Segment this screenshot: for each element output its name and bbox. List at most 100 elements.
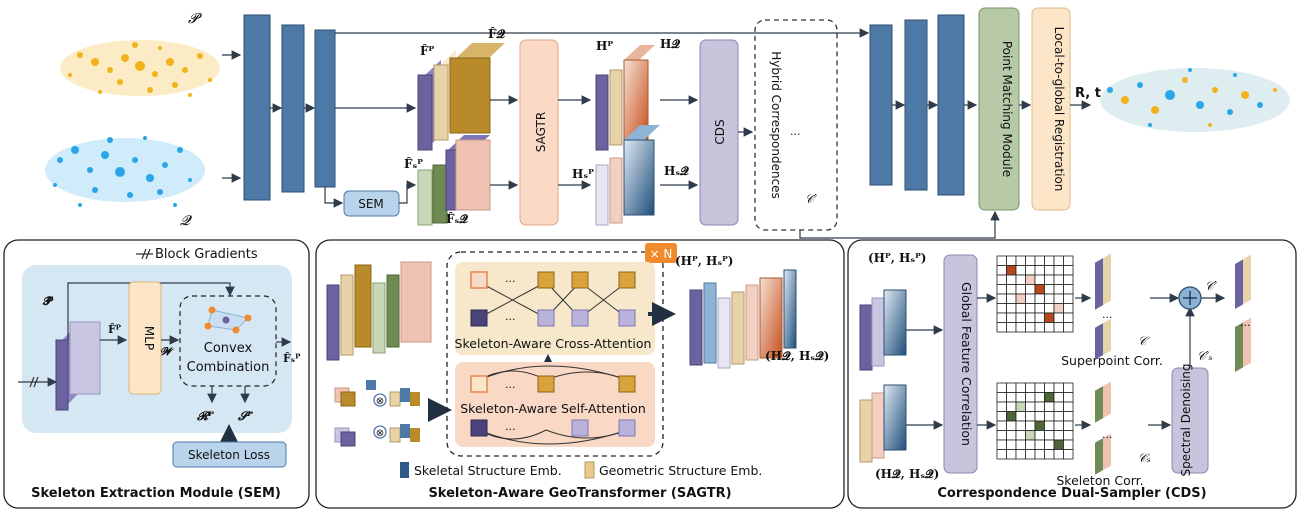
legend-skeletal-swatch xyxy=(400,462,409,478)
grid-cell xyxy=(1006,322,1017,333)
label-hs-p: Hₛᴾ xyxy=(572,167,594,181)
grid-cell xyxy=(1053,312,1064,323)
grid-cell xyxy=(1006,274,1017,285)
grid-cell xyxy=(1063,382,1074,393)
decoder-block-3 xyxy=(937,14,965,196)
sem-w: 𝓦 xyxy=(160,345,174,358)
hybrid-label: Hybrid Correspondences xyxy=(769,51,783,199)
grid-cell xyxy=(1015,265,1026,276)
grid-cell xyxy=(1034,293,1045,304)
grid-cell xyxy=(1015,430,1026,441)
skeleton-corr-pairs xyxy=(1095,381,1111,475)
grid-cell xyxy=(1063,265,1074,276)
cds-ellipsis-final: ... xyxy=(1240,316,1251,329)
grid-cell xyxy=(1006,293,1017,304)
grid-cell xyxy=(1044,303,1055,314)
grid-cell xyxy=(1044,312,1055,323)
grid-cell xyxy=(1063,439,1074,450)
grid-cell xyxy=(996,401,1007,412)
grid-cell xyxy=(1053,430,1064,441)
convex-combination-box xyxy=(179,295,277,387)
grid-cell xyxy=(1006,255,1017,266)
grid-cell xyxy=(1006,392,1017,403)
legend-geometric-swatch xyxy=(584,461,595,479)
label-f-p: F̂ᴾ xyxy=(420,43,435,58)
grid-cell xyxy=(1044,322,1055,333)
self-ellipsis-top: ... xyxy=(505,378,516,391)
label-f-q: F̂𝓠 xyxy=(488,26,506,41)
grid-cell xyxy=(1044,274,1055,285)
grid-cell xyxy=(1063,274,1074,285)
grid-cell xyxy=(1034,420,1045,431)
label-hs-q: Hₛ𝓠 xyxy=(664,164,689,178)
grid-cell xyxy=(1063,312,1074,323)
grid-cell xyxy=(1053,439,1064,450)
grid-cell xyxy=(1015,303,1026,314)
grid-cell xyxy=(1006,439,1017,450)
grid-cell xyxy=(1034,303,1045,314)
grid-cell xyxy=(1063,284,1074,295)
grid-cell xyxy=(996,322,1007,333)
cross-attention-label: Skeleton-Aware Cross-Attention xyxy=(455,336,652,351)
grid-cell xyxy=(1025,322,1036,333)
grid-cell xyxy=(1053,255,1064,266)
cds-in-q: (H𝓠, Hₛ𝓠) xyxy=(875,467,939,481)
cloud-p-label: 𝓟 xyxy=(188,11,202,27)
grid-cell xyxy=(1063,430,1074,441)
grid-cell xyxy=(1044,401,1055,412)
cds-ellipsis-top: ... xyxy=(1102,308,1113,321)
grid-cell xyxy=(1025,382,1036,393)
grid-cell xyxy=(1006,430,1017,441)
grid-cell xyxy=(1053,284,1064,295)
grid-cell xyxy=(1015,392,1026,403)
cds-c-prime: 𝒞′ xyxy=(1205,279,1217,293)
final-corr-pairs xyxy=(1235,254,1251,372)
skeleton-corr-grid xyxy=(996,382,1074,460)
sagtr-out-p: (Hᴾ, Hₛᴾ) xyxy=(675,254,734,268)
grid-cell xyxy=(1034,411,1045,422)
point-matching-box xyxy=(978,7,1020,211)
grid-cell xyxy=(1006,401,1017,412)
self-attention-label: Skeleton-Aware Self-Attention xyxy=(460,401,646,416)
grid-cell xyxy=(1025,430,1036,441)
grid-cell xyxy=(1034,392,1045,403)
grid-cell xyxy=(1015,255,1026,266)
grid-cell xyxy=(1053,420,1064,431)
grid-cell xyxy=(1025,312,1036,323)
feature-stack-hs xyxy=(595,125,660,226)
grid-cell xyxy=(1025,293,1036,304)
sem-fs-p: F̂ₛᴾ xyxy=(283,352,301,365)
encoder-block-2 xyxy=(281,24,305,193)
sem-box-label: SEM xyxy=(358,197,384,211)
encoder-block-1 xyxy=(243,14,271,201)
skeleton-corr-label: Skeleton Corr. xyxy=(1056,473,1143,488)
grid-cell xyxy=(1053,382,1064,393)
hybrid-correspondences-box xyxy=(754,19,838,231)
self-attention-nodes xyxy=(470,375,636,437)
sagtr-input-stack xyxy=(326,261,432,361)
grid-cell xyxy=(1006,449,1017,460)
grid-cell xyxy=(1053,303,1064,314)
grid-cell xyxy=(1025,420,1036,431)
grid-cell xyxy=(1044,265,1055,276)
grid-cell xyxy=(1044,382,1055,393)
cds-input-stack-bottom xyxy=(859,384,907,463)
cds-panel-title: Correspondence Dual-Sampler (CDS) xyxy=(937,486,1206,501)
grid-cell xyxy=(1053,265,1064,276)
grid-cell xyxy=(1044,284,1055,295)
spectral-label: Spectral Denoising xyxy=(1179,363,1193,476)
grid-cell xyxy=(1015,382,1026,393)
gfc-label: Global Feature Correlation xyxy=(959,282,974,446)
convex-hull-icon xyxy=(204,306,252,334)
grid-cell xyxy=(1015,439,1026,450)
grid-cell xyxy=(1053,322,1064,333)
grid-cell xyxy=(1015,449,1026,460)
grid-cell xyxy=(1025,265,1036,276)
grid-cell xyxy=(996,293,1007,304)
grid-cell xyxy=(1015,293,1026,304)
convex-line1: Convex xyxy=(204,341,253,356)
skeleton-loss-label: Skeleton Loss xyxy=(188,448,270,462)
grid-cell xyxy=(1053,449,1064,460)
grid-cell xyxy=(1044,411,1055,422)
grid-cell xyxy=(1034,430,1045,441)
